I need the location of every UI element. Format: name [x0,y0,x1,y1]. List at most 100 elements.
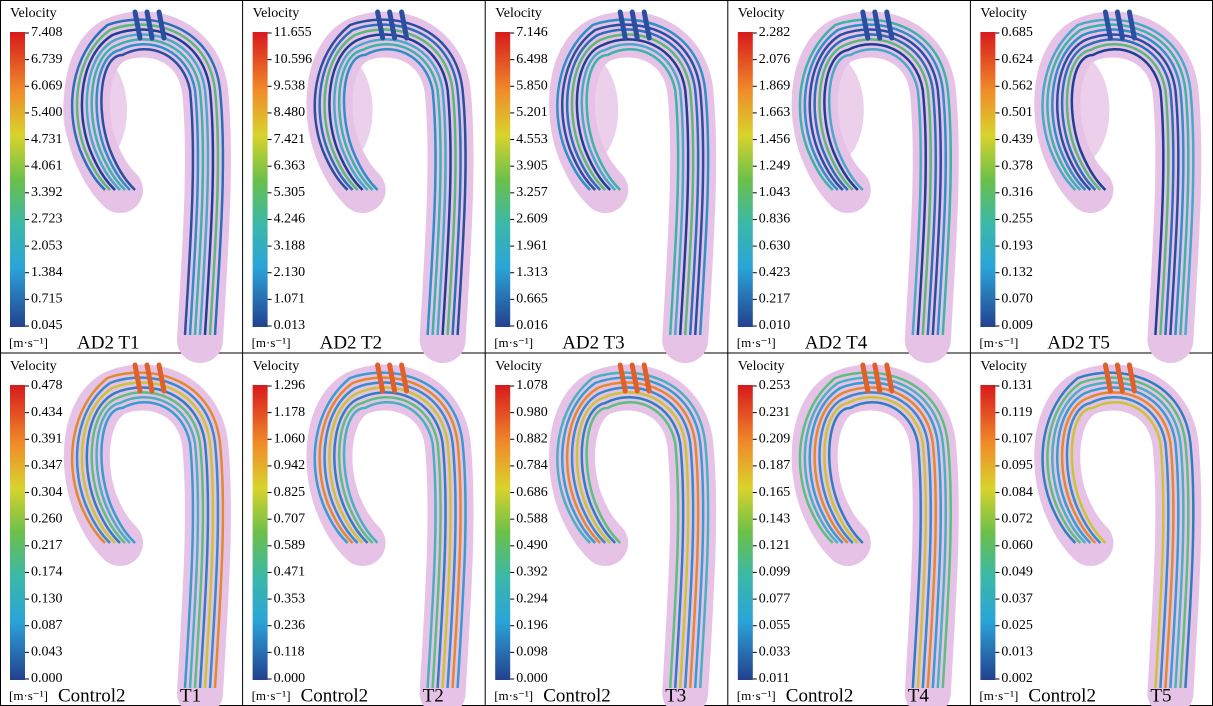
streamline [565,28,700,336]
branch [399,9,410,41]
panel-label: AD2 T1 [77,332,139,353]
branch [641,9,652,41]
colorbar-label: 0.316 [1001,185,1033,200]
streamline [100,47,195,336]
colorbar-label: 2.723 [31,212,63,227]
streamline [1051,381,1185,689]
streamline [580,396,685,689]
branch [132,362,143,394]
colorbar-label: 0.000 [274,671,306,686]
streamline [585,47,680,336]
unit: [m·s⁻¹] [252,335,291,350]
legend-title: Velocity [980,6,1027,21]
colorbar-label: 0.009 [1001,318,1033,333]
streamline [333,391,447,689]
panel-label: AD2 T4 [805,332,868,353]
panel-label: Control2 [1028,685,1096,706]
colorbar-label: 0.478 [31,378,63,393]
colorbar-label: 0.217 [759,292,791,307]
panel-label: Control2 [58,685,126,706]
streamline [1070,47,1165,336]
branch [617,362,628,394]
streamline [318,376,462,689]
streamline [90,38,205,336]
colorbar [495,32,511,327]
colorbar-label: 0.260 [31,511,63,526]
colorbar [252,385,268,680]
colorbar-label: 0.665 [516,292,548,307]
legend-title: Velocity [738,359,785,374]
streamline [1060,38,1175,336]
colorbar-label: 0.294 [516,591,548,606]
colorbar-label: 6.739 [31,52,63,67]
colorbar-label: 0.209 [759,431,791,446]
unit: [m·s⁻¹] [252,688,291,703]
colorbar-label: 8.480 [274,105,306,120]
branch [884,362,895,394]
colorbar-label: 0.391 [31,431,63,446]
colorbar-label: 4.246 [274,212,306,227]
colorbar-label: 3.905 [516,158,548,173]
colorbar-label: 4.553 [516,132,548,147]
panel: Velocity 2.282 2.076 1.869 1.663 1.456 1.249 1.… [737,6,959,363]
streamline [828,47,922,336]
branch [387,362,398,394]
colorbar-label: 0.013 [274,318,306,333]
streamline [1060,391,1175,689]
panel-label: Control2 [786,685,854,706]
streamline [328,33,452,336]
streamline [338,43,442,336]
unit: [m·s⁻¹] [494,335,533,350]
unit: [m·s⁻¹] [979,335,1018,350]
colorbar-label: 0.077 [759,591,791,606]
colorbar-label: 0.439 [1001,132,1033,147]
branch [132,9,143,41]
colorbar-label: 0.121 [759,538,791,553]
colorbar-label: 11.655 [274,25,312,40]
colorbar-label: 0.010 [759,318,791,333]
streamline [818,391,932,689]
unit: [m·s⁻¹] [979,688,1018,703]
streamline [342,400,437,689]
colorbar-label: 0.347 [31,458,63,473]
branch [387,9,398,41]
colorbar-label: 0.825 [274,485,306,500]
streamline [90,391,205,689]
panel: Velocity 7.408 6.739 6.069 5.400 4.731 4.061 3.… [9,6,231,363]
panel: Velocity 0.131 0.119 0.107 0.095 0.084 0.072 0.… [979,359,1202,706]
branch [860,362,871,394]
colorbar-label: 3.392 [31,185,63,200]
colorbar-label: 0.049 [1001,565,1033,580]
streamline [70,371,225,689]
colorbar-label: 4.731 [31,132,63,147]
streamline [1070,400,1165,689]
colorbar-label: 0.187 [759,458,791,473]
colorbar-label: 0.624 [1001,52,1033,67]
streamline [828,400,922,689]
legend-title: Velocity [10,359,57,374]
colorbar-label: 0.087 [31,618,63,633]
colorbar-label: 0.196 [516,618,548,633]
streamline [85,33,210,336]
branch [156,362,167,394]
colorbar-label: 0.501 [1001,105,1033,120]
colorbar-label: 2.282 [759,25,791,40]
colorbar-label: 1.384 [31,265,63,280]
colorbar-label: 0.095 [1001,458,1033,473]
colorbar-label: 7.421 [274,132,306,147]
colorbar-label: 0.055 [759,618,791,633]
colorbar-label: 0.070 [1001,292,1033,307]
branch [1126,362,1137,394]
panel-label: T5 [1150,685,1171,706]
streamline [560,376,705,689]
unit: [m·s⁻¹] [737,688,776,703]
colorbar [252,32,268,327]
legend-title: Velocity [738,6,785,21]
branch [1114,9,1125,41]
colorbar-label: 0.304 [31,485,63,500]
branch [144,9,155,41]
streamline [808,381,942,689]
legend-title: Velocity [495,359,542,374]
colorbar-label: 5.400 [31,105,63,120]
colorbar-label: 0.217 [31,538,63,553]
